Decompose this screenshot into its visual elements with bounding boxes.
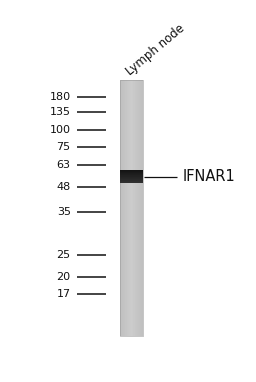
Bar bbox=[120, 171, 143, 172]
Text: 48: 48 bbox=[56, 182, 71, 192]
Bar bbox=[120, 180, 143, 181]
Bar bbox=[128, 80, 129, 335]
Bar bbox=[122, 80, 123, 335]
Bar bbox=[126, 80, 127, 335]
Bar bbox=[120, 179, 143, 180]
Bar bbox=[120, 176, 143, 177]
Bar bbox=[136, 80, 137, 335]
Text: 63: 63 bbox=[57, 160, 71, 170]
Bar bbox=[123, 80, 124, 335]
Bar bbox=[120, 178, 143, 179]
Bar bbox=[130, 80, 131, 335]
Text: 17: 17 bbox=[57, 290, 71, 299]
Text: IFNAR1: IFNAR1 bbox=[183, 169, 236, 184]
Bar bbox=[141, 80, 142, 335]
Bar bbox=[125, 80, 126, 335]
Bar bbox=[142, 80, 143, 335]
Bar bbox=[135, 80, 136, 335]
Bar bbox=[127, 80, 128, 335]
Text: 135: 135 bbox=[50, 107, 71, 117]
Bar bbox=[138, 80, 139, 335]
Bar bbox=[134, 80, 135, 335]
Text: 100: 100 bbox=[50, 125, 71, 135]
Bar bbox=[137, 80, 138, 335]
Bar bbox=[120, 170, 143, 171]
Bar bbox=[129, 80, 130, 335]
Bar bbox=[120, 181, 143, 182]
Bar bbox=[120, 177, 143, 178]
Bar bbox=[120, 172, 143, 173]
Text: 180: 180 bbox=[50, 92, 71, 102]
Bar bbox=[120, 174, 143, 175]
Bar bbox=[131, 80, 132, 335]
Text: 35: 35 bbox=[57, 207, 71, 217]
Bar bbox=[140, 80, 141, 335]
Bar bbox=[120, 80, 143, 335]
Bar bbox=[120, 173, 143, 174]
Text: Lymph node: Lymph node bbox=[124, 21, 187, 78]
Bar bbox=[132, 80, 133, 335]
Text: 75: 75 bbox=[57, 142, 71, 152]
Text: 25: 25 bbox=[57, 250, 71, 260]
Text: 20: 20 bbox=[57, 272, 71, 282]
Bar bbox=[124, 80, 125, 335]
Bar bbox=[120, 80, 121, 335]
Bar bbox=[120, 175, 143, 176]
Bar bbox=[120, 182, 143, 183]
Bar bbox=[121, 80, 122, 335]
Bar bbox=[133, 80, 134, 335]
Bar bbox=[139, 80, 140, 335]
